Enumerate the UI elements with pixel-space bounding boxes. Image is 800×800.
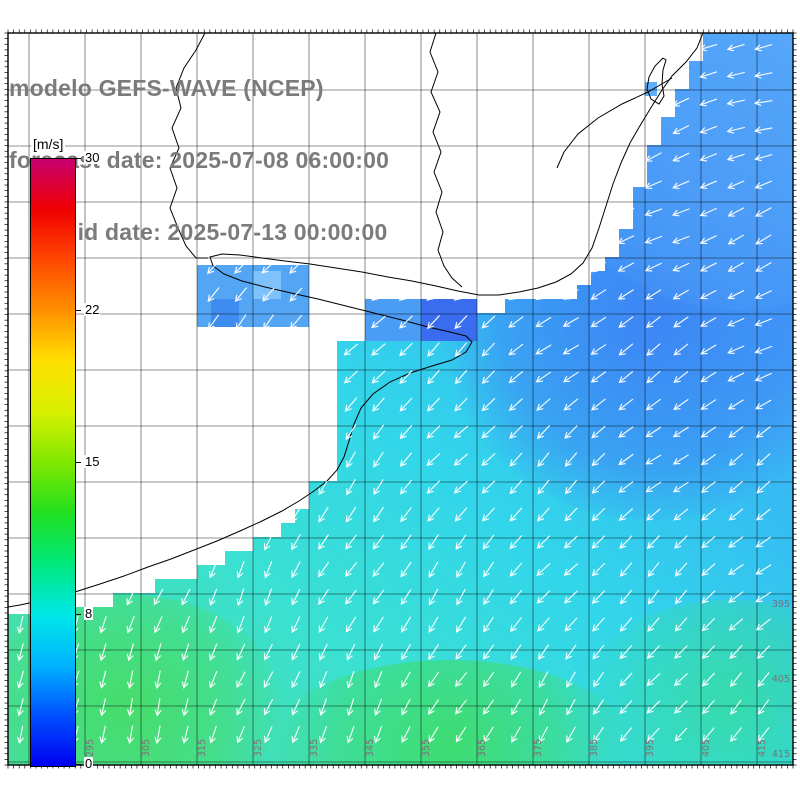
colorbar-tick-label: 22	[84, 302, 101, 317]
coastline-main	[8, 33, 704, 608]
bottom-axis-label: 295	[85, 738, 96, 757]
bottom-axis-label: 375	[533, 738, 544, 757]
colorbar-tick	[75, 614, 81, 615]
valid-date: valid date: 2025-07-13 00:00:00	[45, 219, 388, 245]
lagoon-outline	[646, 57, 667, 105]
colorbar-tick-label: 8	[84, 606, 94, 621]
bottom-axis-label: 355	[421, 738, 432, 757]
bottom-axis-label: 305	[141, 738, 152, 757]
map-frame	[7, 32, 794, 766]
bottom-axis-label: 325	[253, 738, 264, 757]
coastline	[8, 33, 704, 608]
colorbar-tick-label: 15	[84, 454, 101, 469]
colorbar-tick-label: 30	[84, 150, 101, 165]
right-axis-label: 415	[771, 749, 790, 760]
land-mass	[8, 33, 703, 614]
colorbar-unit-label: [m/s]	[31, 136, 66, 152]
bottom-axis-label: 365	[477, 738, 488, 757]
bottom-axis-label: 395	[645, 738, 656, 757]
bottom-axis-label: 345	[365, 738, 376, 757]
river-west	[169, 33, 208, 259]
colorbar-tick-label: 0	[84, 756, 94, 771]
right-axis-label: 395	[771, 599, 790, 610]
bottom-axis-label: 335	[309, 738, 320, 757]
river-east	[429, 33, 463, 288]
inland-border	[556, 77, 673, 169]
model-title: modelo GEFS-WAVE (NCEP)	[9, 75, 324, 101]
colorbar-tick	[75, 158, 81, 159]
colorbar-tick	[75, 462, 81, 463]
right-axis-label: 405	[771, 674, 790, 685]
bottom-axis-label: 405	[701, 738, 712, 757]
bottom-axis-label: 385	[589, 738, 600, 757]
bottom-axis-label: 315	[197, 738, 208, 757]
colorbar-gradient	[30, 158, 76, 767]
colorbar-tick	[75, 310, 81, 311]
colorbar-tick	[75, 764, 81, 765]
